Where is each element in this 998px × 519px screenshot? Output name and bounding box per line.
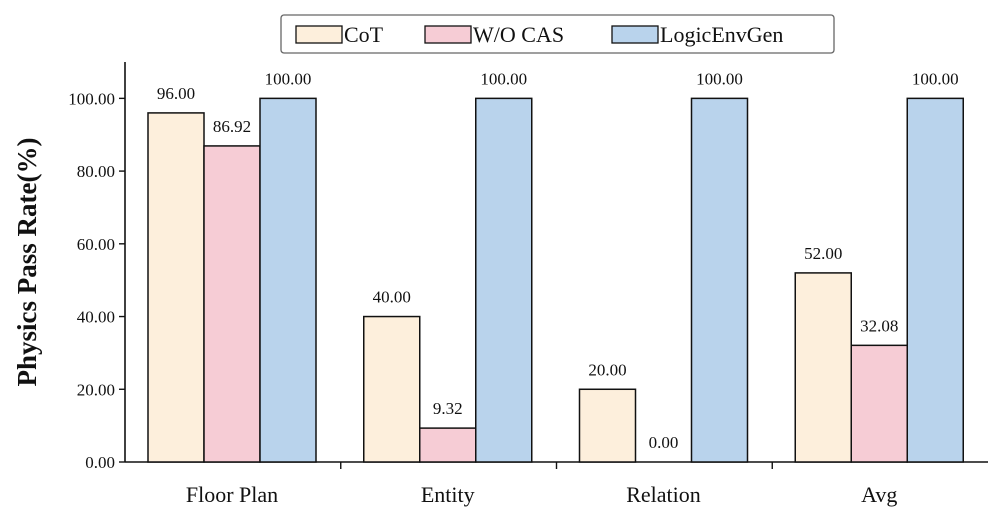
legend-label: W/O CAS	[473, 22, 564, 47]
y-tick-label: 60.00	[77, 235, 115, 254]
data-label: 96.00	[157, 84, 195, 103]
data-label: 0.00	[649, 433, 679, 452]
y-axis-label: Physics Pass Rate(%)	[12, 138, 42, 387]
y-tick-label: 80.00	[77, 162, 115, 181]
data-label: 100.00	[265, 69, 312, 88]
plot-area: 0.00 20.00 40.00 60.00 80.00 100.00 Floor Plan…	[68, 62, 988, 507]
y-tick-label: 0.00	[85, 453, 115, 472]
legend-swatch	[424, 25, 472, 44]
data-label: 9.32	[433, 399, 463, 418]
legend-label: CoT	[344, 22, 384, 47]
data-label: 100.00	[696, 69, 743, 88]
y-tick-label: 100.00	[68, 89, 115, 108]
x-category-label: Entity	[421, 482, 475, 507]
x-category-label: Floor Plan	[186, 482, 278, 507]
bar-logicenvgen	[475, 97, 533, 463]
bar-cot	[147, 112, 205, 463]
legend-swatch	[611, 25, 659, 44]
bar-logicenvgen	[906, 97, 964, 463]
data-label: 32.08	[860, 316, 898, 335]
legend-swatch	[295, 25, 343, 44]
data-label: 86.92	[213, 117, 251, 136]
data-label: 40.00	[373, 288, 411, 307]
data-label: 52.00	[804, 244, 842, 263]
bar-cot	[794, 272, 852, 463]
data-label: 20.00	[588, 360, 626, 379]
bar-logicenvgen	[690, 97, 749, 463]
legend-box	[280, 14, 835, 54]
bar-w-o-cas	[203, 145, 261, 463]
bar-cot	[578, 388, 637, 463]
data-label: 100.00	[480, 69, 527, 88]
y-tick-label: 20.00	[77, 380, 115, 399]
y-tick-label: 40.00	[77, 308, 115, 327]
x-category-label: Relation	[626, 482, 701, 507]
bar-w-o-cas	[419, 427, 477, 463]
bar-logicenvgen	[259, 97, 317, 463]
x-category-label: Avg	[861, 482, 897, 507]
data-label: 100.00	[912, 69, 959, 88]
legend-label: LogicEnvGen	[660, 22, 783, 47]
bar-w-o-cas	[850, 344, 908, 463]
bar-cot	[363, 315, 421, 463]
legend: CoT W/O CAS LogicEnvGen	[280, 14, 835, 54]
